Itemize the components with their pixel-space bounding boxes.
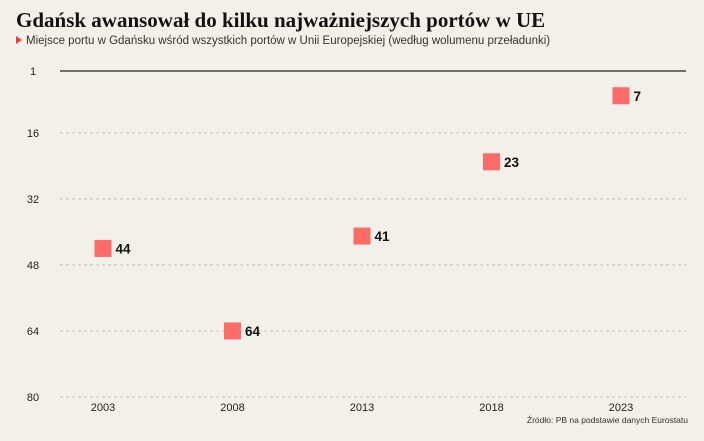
source-note: Źródło: PB na podstawie danych Eurostatu [526,415,688,425]
y-tick-label: 16 [27,128,39,140]
data-label: 23 [504,155,520,170]
x-tick-label: 2018 [479,402,503,414]
x-tick-label: 2008 [220,402,244,414]
y-tick-label: 32 [27,194,39,206]
y-tick-label: 48 [27,260,39,272]
x-axis-ticks: 2003 2008 2013 2018 2023 [91,402,633,414]
y-tick-label: 1 [30,66,36,78]
y-axis-ticks: 1 16 32 48 64 80 [27,66,39,404]
chart-subtitle: Miejsce portu w Gdańsku wśród wszystkich… [16,35,550,47]
x-tick-label: 2003 [91,402,115,414]
data-markers: 44 64 41 23 7 [94,87,642,340]
y-tick-label: 80 [27,392,39,404]
data-label: 64 [245,324,261,339]
chart-title: Gdańsk awansował do kilku najważniejszyc… [16,8,546,32]
data-point-marker [483,153,500,171]
arrow-right-icon [16,36,22,44]
data-point-marker [224,322,241,340]
data-point-marker [353,227,371,245]
y-tick-label: 64 [27,326,39,338]
data-point-marker [94,239,112,257]
data-label: 44 [116,241,132,256]
data-point-marker [612,87,630,105]
grid-layer [60,70,686,398]
data-label: 7 [634,89,642,104]
x-tick-label: 2023 [609,402,633,414]
data-label: 41 [375,229,391,244]
chart-subtitle-text: Miejsce portu w Gdańsku wśród wszystkich… [26,35,551,47]
x-tick-label: 2013 [350,402,374,414]
